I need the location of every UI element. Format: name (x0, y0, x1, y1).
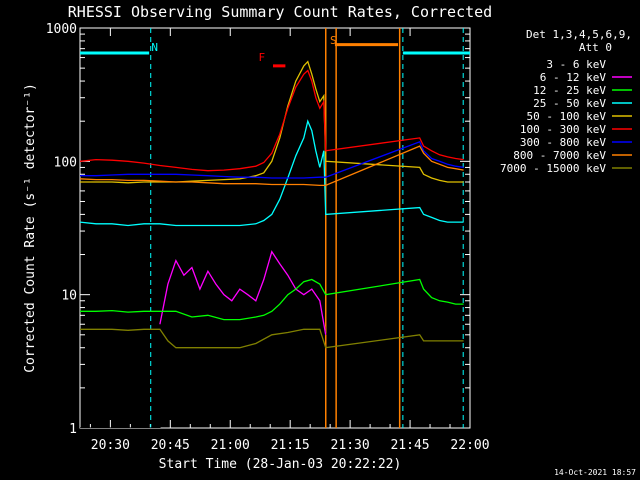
annotation-n: N (151, 41, 158, 54)
x-tick-label: 21:00 (211, 438, 250, 453)
x-tick-label: 20:30 (91, 438, 130, 453)
x-tick-label: 20:45 (151, 438, 190, 453)
x-tick-labels: 20:30 20:45 21:00 21:15 21:30 21:45 22:00 (91, 438, 490, 453)
y-axis-label: Corrected Count Rate (s⁻¹ detector⁻¹) (23, 83, 38, 373)
y-tick-label: 100 (54, 155, 77, 170)
series-line-25-50-kev (80, 119, 464, 227)
legend-label: 3 - 6 keV (546, 58, 606, 71)
generation-timestamp: 14-Oct-2021 18:57 (554, 468, 636, 477)
legend-label: 100 - 300 keV (520, 123, 606, 136)
x-axis-label: Start Time (28-Jan-03 20:22:22) (159, 457, 402, 472)
legend-label: 800 - 7000 keV (513, 149, 606, 162)
x-tick-label: 22:00 (450, 438, 489, 453)
plot-frame (79, 27, 471, 429)
plot-border (79, 27, 471, 429)
legend-label: 12 - 25 keV (533, 84, 606, 97)
y-tick-label: 1000 (46, 22, 77, 37)
legend-header-detectors: Det 1,3,4,5,6,9, (526, 28, 632, 41)
annotations: N F S (151, 34, 336, 64)
series-line-7000-15000-kev (80, 328, 464, 349)
y-tick-labels: 1 10 100 1000 (46, 22, 77, 437)
x-tick-label: 21:30 (331, 438, 370, 453)
axis-ticks (80, 28, 471, 429)
series-line-100-300-kev (80, 69, 464, 172)
annotation-s: S (330, 34, 337, 47)
legend-label: 50 - 100 keV (527, 110, 607, 123)
series-line-800-7000-kev (80, 145, 464, 187)
series-line-12-25-kev (80, 278, 464, 321)
series-layer (80, 60, 464, 428)
series-line-50-100-kev (80, 60, 464, 184)
series-line-6-12-kev (159, 250, 327, 335)
legend-label: 300 - 800 keV (520, 136, 606, 149)
y-tick-label: 1 (69, 422, 77, 437)
x-tick-label: 21:15 (271, 438, 310, 453)
annotation-f: F (259, 51, 266, 64)
legend-label: 6 - 12 keV (540, 71, 607, 84)
legend-label: 25 - 50 keV (533, 97, 606, 110)
y-tick-label: 10 (61, 289, 77, 304)
x-tick-label: 21:45 (390, 438, 429, 453)
chart-title: RHESSI Observing Summary Count Rates, Co… (68, 3, 492, 21)
vertical-markers (150, 28, 464, 428)
legend-header-attenuator: Att 0 (579, 41, 612, 54)
series-line-300-800-kev (80, 140, 464, 179)
legend-label: 7000 - 15000 keV (500, 162, 606, 175)
state-bars (80, 43, 470, 68)
